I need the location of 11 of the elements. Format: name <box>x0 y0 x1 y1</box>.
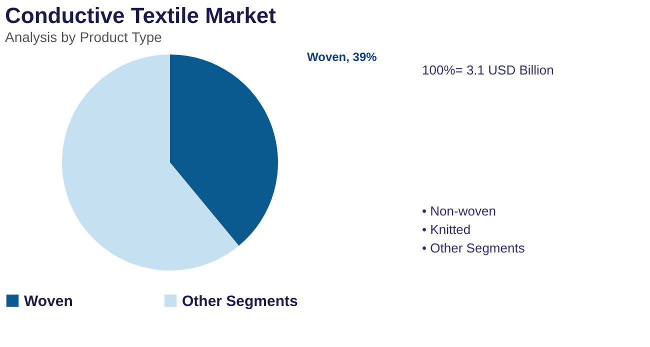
text: 100%= 3.1 USD Billion <box>422 62 554 78</box>
text: • Knitted <box>422 222 471 237</box>
pie-slice <box>62 54 239 270</box>
data-label: Woven, 39% <box>307 50 378 64</box>
text: • Other Segments <box>422 240 526 256</box>
pie-slice <box>170 54 278 246</box>
legend-label: Other Segments <box>182 292 298 310</box>
legend-label: Woven <box>24 292 73 310</box>
chart-title: Conductive Textile Market <box>5 3 277 28</box>
chart-subtitle: Analysis by Product Type <box>5 29 162 45</box>
text: • Non-woven <box>422 204 496 219</box>
